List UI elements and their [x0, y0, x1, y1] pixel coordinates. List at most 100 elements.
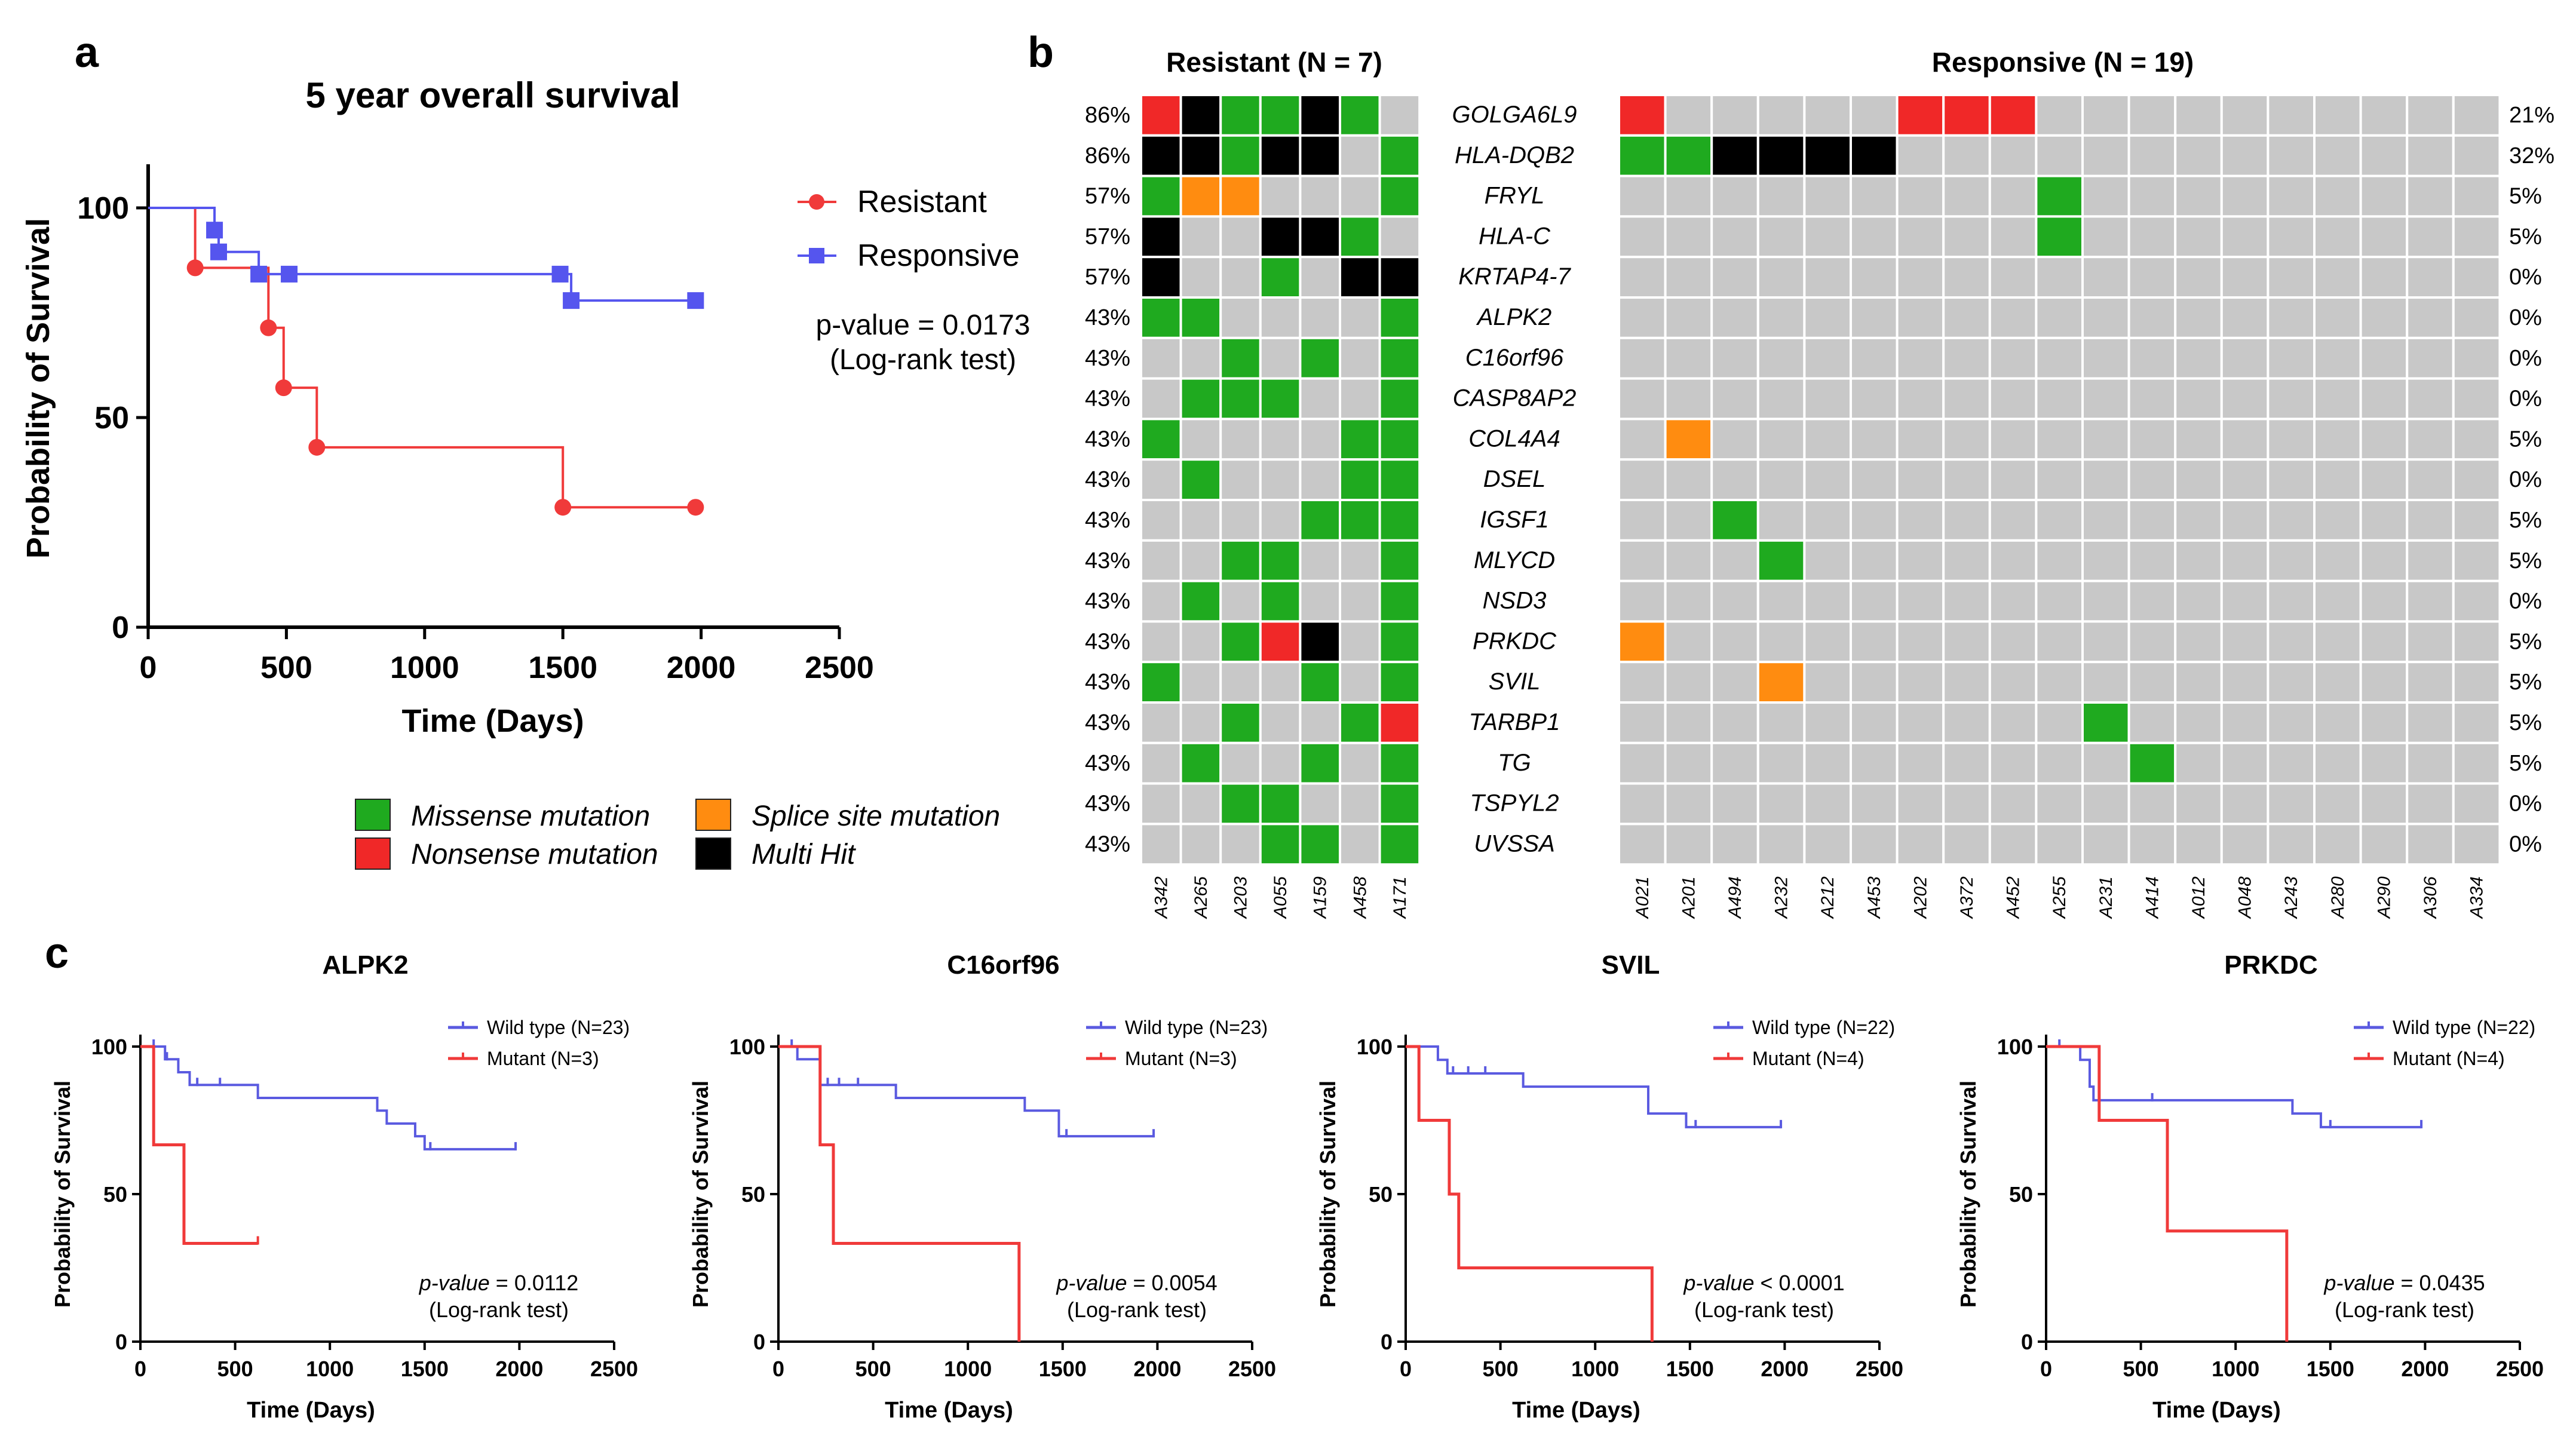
resistant-cell	[1299, 620, 1341, 664]
resistant-cell	[1259, 336, 1302, 380]
responsive-cell	[2452, 296, 2501, 339]
responsive-cell	[2127, 579, 2177, 623]
panel-a-point-responsive	[210, 243, 228, 260]
responsive-cell	[2359, 701, 2409, 744]
responsive-cell	[1942, 620, 1991, 664]
responsive-cell	[2452, 782, 2501, 826]
responsive-cell	[2127, 94, 2177, 137]
resistant-cell	[1299, 661, 1341, 704]
resistant-pct-label: 43%	[1085, 305, 1130, 330]
resistant-cell	[1378, 499, 1421, 542]
responsive-cell	[2313, 499, 2362, 542]
responsive-cell	[1988, 174, 2038, 218]
responsive-cell	[2174, 296, 2223, 339]
responsive-cell	[1896, 215, 1945, 259]
responsive-cell	[2452, 174, 2501, 218]
responsive-cell	[1803, 377, 1852, 421]
resistant-cell	[1179, 256, 1222, 299]
responsive-cell	[2035, 377, 2084, 421]
responsive-cell	[2313, 377, 2362, 421]
responsive-cell	[1896, 94, 1945, 137]
responsive-cell	[1618, 134, 1667, 177]
responsive-cell	[1618, 215, 1667, 259]
responsive-cell	[1756, 823, 1806, 866]
responsive-cell	[2220, 499, 2270, 542]
responsive-cell	[2174, 701, 2223, 744]
panel-c-xtick-label: 1500	[401, 1357, 449, 1381]
responsive-cell	[2081, 296, 2130, 339]
responsive-cell	[2174, 539, 2223, 582]
panel-c-xtick-label: 2000	[1133, 1357, 1181, 1381]
responsive-cell	[1896, 499, 1945, 542]
panel-a-xtick-label: 1000	[390, 651, 459, 685]
responsive-cell	[1988, 661, 2038, 704]
legend-missense-label: Missense mutation	[411, 800, 650, 832]
panel-c-ytick-label: 50	[2009, 1182, 2033, 1207]
panel-c-test: (Log-rank test)	[1067, 1297, 1207, 1322]
responsive-cell	[1664, 134, 1713, 177]
resistant-cell	[1339, 782, 1381, 826]
responsive-cell	[1756, 620, 1806, 664]
responsive-cell	[1942, 134, 1991, 177]
responsive-cell	[2220, 336, 2270, 380]
responsive-cell	[2313, 741, 2362, 785]
responsive-cell	[2452, 539, 2501, 582]
responsive-cell	[2359, 823, 2409, 866]
gene-label: CASP8AP2	[1453, 385, 1577, 412]
responsive-pct-label: 5%	[2509, 427, 2542, 452]
responsive-cell	[2035, 499, 2084, 542]
responsive-cell	[2035, 296, 2084, 339]
panel-c-xtick-label: 1000	[306, 1357, 354, 1381]
panel-c-curve-wildtype	[140, 1045, 516, 1150]
responsive-cell	[1664, 539, 1713, 582]
responsive-cell	[1988, 620, 2038, 664]
responsive-cell	[1988, 134, 2038, 177]
responsive-cell	[2174, 256, 2223, 299]
responsive-cell	[1896, 418, 1945, 461]
responsive-sample-label: A280	[2328, 876, 2348, 919]
resistant-pct-label: 43%	[1085, 710, 1130, 735]
responsive-cell	[1988, 377, 2038, 421]
responsive-cell	[2127, 782, 2177, 826]
responsive-cell	[2035, 458, 2084, 502]
resistant-cell	[1259, 579, 1302, 623]
responsive-cell	[1710, 741, 1759, 785]
panel-a-xtick-label: 500	[260, 651, 312, 685]
responsive-cell	[1803, 458, 1852, 502]
responsive-cell	[2359, 782, 2409, 826]
responsive-cell	[1803, 499, 1852, 542]
responsive-cell	[1850, 499, 1899, 542]
responsive-cell	[1988, 741, 2038, 785]
resistant-cell	[1378, 539, 1421, 582]
resistant-cell	[1259, 701, 1302, 744]
resistant-cell	[1140, 823, 1182, 866]
responsive-cell	[2035, 620, 2084, 664]
resistant-cell	[1339, 458, 1381, 502]
resistant-cell	[1179, 296, 1222, 339]
panel-c-legend-wildtype: Wild type (N=22)	[2393, 1017, 2535, 1038]
panel-a-xtick-label: 2500	[805, 651, 874, 685]
responsive-cell	[2127, 741, 2177, 785]
responsive-pct-label: 0%	[2509, 832, 2542, 857]
responsive-cell	[1988, 336, 2038, 380]
responsive-cell	[2313, 661, 2362, 704]
responsive-cell	[2081, 701, 2130, 744]
responsive-cell	[2035, 336, 2084, 380]
legend-responsive-marker	[809, 248, 824, 263]
resistant-cell	[1378, 579, 1421, 623]
panel-c-xtick-label: 1500	[1666, 1357, 1714, 1381]
responsive-cell	[1850, 539, 1899, 582]
responsive-cell	[2267, 174, 2316, 218]
responsive-cell	[1850, 134, 1899, 177]
responsive-cell	[2406, 174, 2455, 218]
responsive-cell	[2081, 256, 2130, 299]
responsive-cell	[2452, 823, 2501, 866]
responsive-cell	[1710, 94, 1759, 137]
resistant-cell	[1299, 782, 1341, 826]
responsive-sample-label: A202	[1910, 876, 1930, 919]
resistant-cell	[1179, 499, 1222, 542]
resistant-pct-label: 43%	[1085, 832, 1130, 857]
responsive-sample-label: A414	[2142, 876, 2162, 919]
resistant-cell	[1339, 215, 1381, 259]
responsive-cell	[2359, 579, 2409, 623]
